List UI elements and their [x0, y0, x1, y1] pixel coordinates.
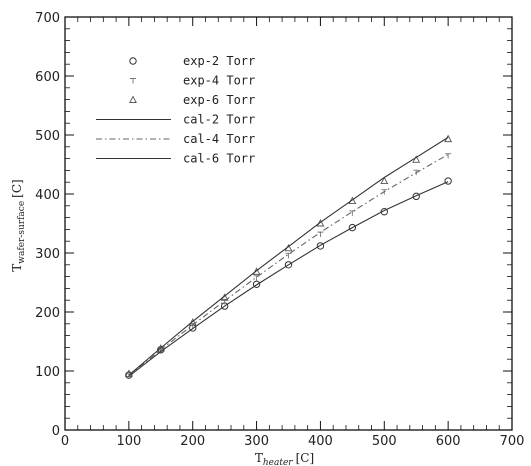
x-tick-label: 600: [436, 434, 461, 449]
legend-label: exp-2 Torr: [183, 54, 255, 68]
plot-area: [64, 16, 513, 431]
x-tick-label: 0: [61, 434, 69, 449]
series-exp-2-torr: [125, 177, 452, 379]
data-point: [316, 242, 325, 250]
legend-label: cal-6 Torr: [183, 152, 255, 166]
legend-item: cal-4 Torr: [96, 132, 255, 146]
plot-frame: [64, 16, 513, 431]
x-axis-label: Theater [C]: [255, 451, 314, 466]
data-point: [380, 176, 389, 184]
data-point: [444, 177, 452, 185]
y-axis-label-unit: [C]: [10, 179, 24, 198]
series-cal-4-torr: [128, 153, 449, 377]
x-tick-label: 100: [116, 434, 141, 449]
y-tick-label: 500: [35, 129, 60, 144]
legend-item: exp-6 Torr: [129, 93, 255, 107]
data-point: [284, 261, 293, 269]
legend-swatch-marker: [129, 57, 137, 65]
data-point: [412, 192, 420, 201]
data-point: [445, 153, 452, 159]
legend-label: exp-6 Torr: [183, 93, 255, 107]
data-point: [285, 252, 292, 259]
y-tick-label: 400: [35, 188, 60, 203]
series-group: [124, 134, 453, 379]
legend-label: cal-2 Torr: [183, 113, 255, 127]
legend-swatch-marker: [130, 78, 136, 84]
x-axis-label-sub: heater: [263, 458, 293, 466]
series-line: [128, 136, 449, 376]
legend-item: cal-2 Torr: [96, 113, 255, 127]
legend-label: exp-4 Torr: [183, 74, 255, 88]
data-point: [412, 155, 421, 163]
axis-labels: Theater [C]Twafer-surface[C]: [10, 179, 314, 466]
y-tick-label: 0: [52, 424, 60, 439]
data-point: [125, 371, 133, 379]
x-tick-label: 300: [244, 434, 269, 449]
x-axis-label-unit: [C]: [296, 451, 315, 465]
series-line: [128, 181, 449, 377]
legend-label: cal-4 Torr: [183, 132, 255, 146]
y-tick-label: 100: [35, 365, 60, 380]
y-tick-label: 700: [35, 11, 60, 26]
x-axis-label-main: T: [255, 451, 263, 465]
y-axis-label-main: T: [10, 264, 24, 272]
legend-item: cal-6 Torr: [96, 152, 255, 166]
y-tick-label: 600: [35, 70, 60, 85]
x-tick-label: 500: [372, 434, 397, 449]
x-tick-label: 400: [308, 434, 333, 449]
x-tick-label: 200: [180, 434, 205, 449]
y-tick-label: 300: [35, 247, 60, 262]
data-point: [348, 223, 357, 232]
y-tick-label: 200: [35, 306, 60, 321]
legend-swatch-marker: [129, 95, 137, 103]
series-cal-2-torr: [128, 181, 449, 377]
legend-item: exp-4 Torr: [130, 74, 255, 88]
legend: exp-2 Torr exp-4 Torr exp-6 Torr cal-2 Torr…: [96, 54, 255, 166]
series-exp-4-torr: [125, 153, 452, 378]
series-cal-6-torr: [128, 136, 449, 376]
series-line: [128, 153, 449, 377]
legend-item: exp-2 Torr: [129, 54, 255, 68]
data-point: [252, 280, 261, 288]
x-tick-label: 700: [500, 434, 525, 449]
y-axis-label-sub: wafer-surface: [17, 201, 27, 264]
y-axis-label: Twafer-surface [C]: [10, 179, 27, 271]
axes: 0 100 200 300 400 500 600 700 0 100 200 300 400 500 60…: [35, 11, 524, 449]
